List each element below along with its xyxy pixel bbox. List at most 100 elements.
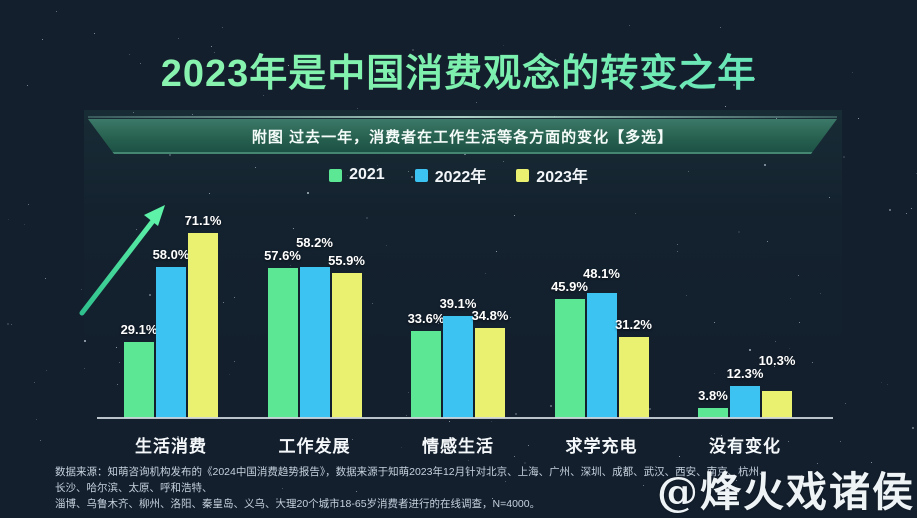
star-dot xyxy=(177,37,179,39)
star-dot xyxy=(550,405,552,407)
bar-2023年-工作发展: 55.9% xyxy=(328,253,365,418)
bar-value-label: 55.9% xyxy=(328,253,365,268)
star-dot xyxy=(812,362,814,363)
bar-2023年-求学充电: 31.2% xyxy=(615,317,652,418)
star-dot xyxy=(679,456,681,457)
chart-subtitle: 附图 过去一年，消费者在工作生活等各方面的变化【多选】 xyxy=(251,129,674,146)
star-dot xyxy=(366,217,369,219)
star-dot xyxy=(352,439,354,441)
legend-item-2023年: 2023年 xyxy=(516,163,588,187)
star-dot xyxy=(83,367,85,369)
bar-2022年-工作发展: 58.2% xyxy=(296,235,333,418)
star-dot xyxy=(288,64,290,66)
bar-group-情感生活: 33.6% 39.1% 34.8% xyxy=(408,296,508,418)
star-dot xyxy=(702,486,704,488)
star-dot xyxy=(46,369,48,371)
star-dot xyxy=(293,228,294,229)
star-dot xyxy=(410,176,413,179)
bar-2022年-生活消费: 58.0% xyxy=(153,247,189,418)
bar-2022年-没有变化: 12.3% xyxy=(727,366,763,418)
star-dot xyxy=(475,102,477,104)
star-dot xyxy=(83,339,86,342)
bar-value-label: 39.1% xyxy=(439,296,477,311)
star-dot xyxy=(456,171,458,174)
star-dot xyxy=(733,84,736,87)
star-dot xyxy=(787,441,789,442)
star-dot xyxy=(357,107,359,109)
bar-2021-生活消费: 29.1% xyxy=(121,322,157,418)
star-dot xyxy=(737,231,740,234)
star-dot xyxy=(135,229,137,231)
star-dot xyxy=(790,298,791,300)
star-dot xyxy=(467,82,469,84)
bar-group-没有变化: 3.8% 12.3% 10.3% xyxy=(697,353,795,418)
star-dot xyxy=(223,302,225,303)
panel-top-line xyxy=(88,116,837,118)
bar-value-label: 58.2% xyxy=(296,235,333,250)
bar-group-工作发展: 57.6% 58.2% 55.9% xyxy=(264,235,365,418)
bar-value-label: 71.1% xyxy=(184,213,222,228)
legend-label: 2021 xyxy=(349,166,385,183)
star-dot xyxy=(192,113,194,115)
category-labels-row: 生活消费 工作发展 情感生活 求学充电 没有变化 xyxy=(123,432,793,457)
star-dot xyxy=(510,316,511,318)
subtitle-banner: 附图 过去一年，消费者在工作生活等各方面的变化【多选】 xyxy=(88,119,837,154)
star-dot xyxy=(94,32,96,34)
x-axis-line xyxy=(97,417,833,419)
star-dot xyxy=(412,49,415,51)
bar-value-label: 45.9% xyxy=(551,279,588,294)
category-label-情感生活: 情感生活 xyxy=(422,437,494,456)
star-dot xyxy=(222,27,224,29)
star-dot xyxy=(228,373,230,375)
star-dot xyxy=(208,193,210,195)
star-dot xyxy=(346,175,348,177)
star-dot xyxy=(490,421,492,423)
star-dot xyxy=(36,418,38,420)
star-dot xyxy=(23,223,25,225)
star-dot xyxy=(118,362,120,364)
legend-swatch-icon xyxy=(329,168,343,182)
legend-label: 2022年 xyxy=(434,169,487,186)
category-label-没有变化: 没有变化 xyxy=(709,437,781,456)
star-dot xyxy=(484,272,486,274)
star-dot xyxy=(628,24,630,26)
chart-legend: 2021 2022年 2023年 xyxy=(0,163,917,187)
star-dot xyxy=(396,84,398,85)
star-dot xyxy=(842,156,845,159)
bar-2021-情感生活: 33.6% xyxy=(408,311,444,418)
star-dot xyxy=(254,167,256,168)
star-dot xyxy=(55,11,57,13)
star-dot xyxy=(262,94,264,96)
legend-swatch-icon xyxy=(414,168,428,182)
bar-value-label: 33.6% xyxy=(407,311,445,326)
bar-2023年-生活消费: 71.1% xyxy=(185,213,221,418)
legend-swatch-icon xyxy=(516,168,530,182)
star-dot xyxy=(372,302,374,304)
source-line-1: 数据来源：知萌咨询机构发布的《2024中国消费趋势报告》，数据来源于知萌2023… xyxy=(55,466,770,494)
star-dot xyxy=(60,488,63,490)
star-dot xyxy=(492,498,494,500)
star-dot xyxy=(11,324,13,325)
bar-value-label: 34.8% xyxy=(471,308,509,323)
star-dot xyxy=(635,213,637,215)
star-dot xyxy=(528,445,530,447)
star-dot xyxy=(140,63,142,65)
bar-value-label: 58.0% xyxy=(152,247,190,262)
star-dot xyxy=(788,348,790,350)
bar-group-求学充电: 45.9% 48.1% 31.2% xyxy=(551,266,652,418)
star-dot xyxy=(40,440,42,442)
star-dot xyxy=(513,455,515,457)
star-dot xyxy=(648,398,650,400)
star-dot xyxy=(7,218,9,220)
star-dot xyxy=(408,391,410,393)
star-dot xyxy=(128,54,130,55)
star-dot xyxy=(905,213,907,214)
star-dot xyxy=(514,215,515,217)
page-title: 2023年是中国消费观念的转变之年 xyxy=(0,42,917,97)
bar-value-label: 12.3% xyxy=(726,366,764,381)
star-dot xyxy=(828,196,830,198)
bar-value-label: 48.1% xyxy=(583,266,620,281)
star-dot xyxy=(548,180,550,182)
star-dot xyxy=(839,441,841,443)
bar-value-label: 10.3% xyxy=(758,353,796,368)
